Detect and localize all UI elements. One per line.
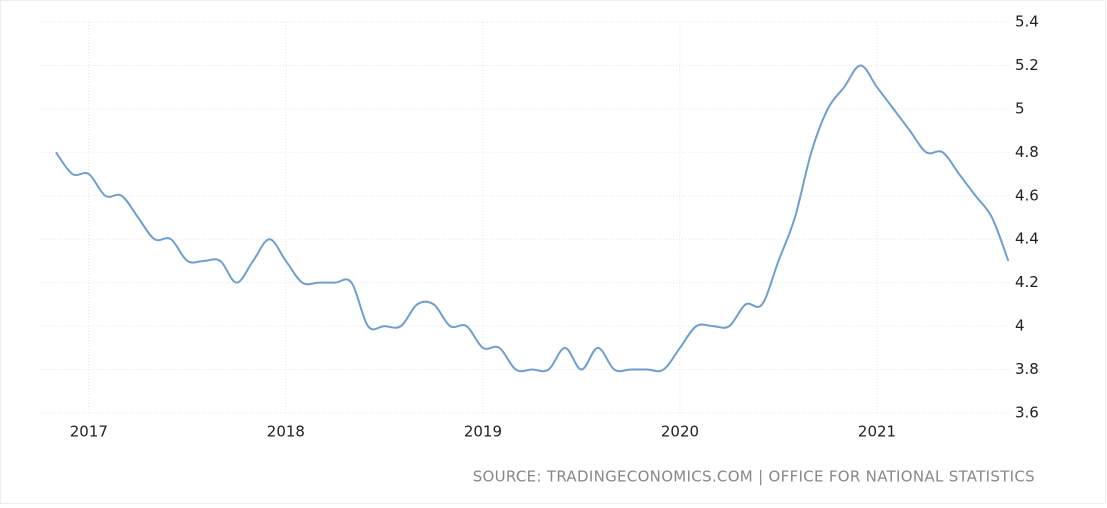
x-tick-label: 2019 [464, 423, 502, 441]
source: SOURCE: TRADINGECONOMICS.COM | OFFICE FO… [473, 468, 1035, 486]
y-tick-label: 3.6 [1015, 404, 1039, 422]
y-tick-label: 5 [1015, 99, 1025, 117]
y-tick-label: 3.8 [1015, 360, 1039, 378]
x-tick-label: 2020 [661, 423, 699, 441]
y-tick-label: 4.8 [1015, 143, 1039, 161]
y-tick-label: 4 [1015, 317, 1025, 335]
line [55, 64, 1010, 373]
y-tick-label: 4.2 [1015, 273, 1039, 291]
y-tick-label: 5.2 [1015, 56, 1039, 74]
x-tick-label: 2018 [267, 423, 305, 441]
y-tick-label: 4.4 [1015, 230, 1039, 248]
y-tick-label: 5.4 [1015, 13, 1039, 31]
y-tick-label: 4.6 [1015, 186, 1039, 204]
x-tick-label: 2021 [858, 423, 896, 441]
x-tick-label: 2017 [70, 423, 108, 441]
